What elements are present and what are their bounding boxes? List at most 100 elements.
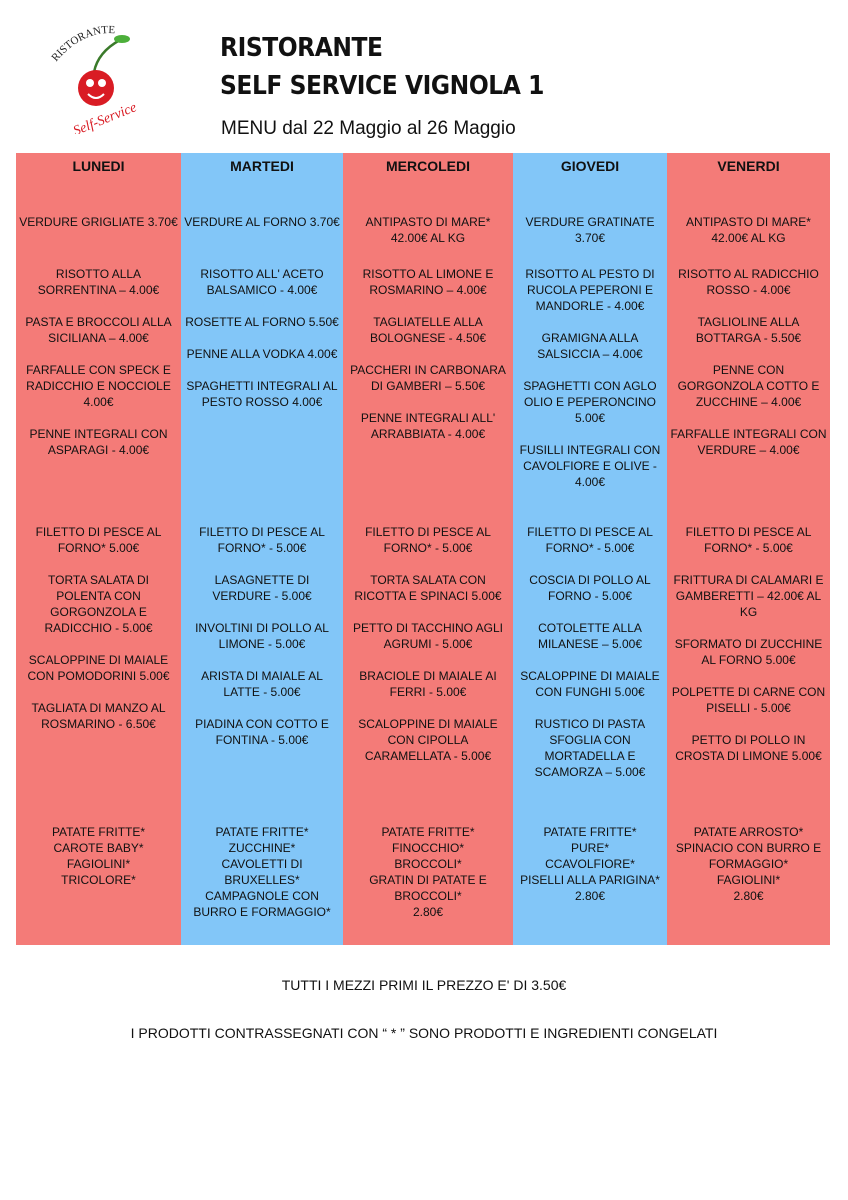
- table-row: [16, 188, 830, 210]
- table-cell: MARTEDI: [181, 153, 343, 188]
- dish: SCALOPPINE DI MAIALE CON CIPOLLA CARAMEL…: [358, 717, 498, 763]
- footer-note: TUTTI I MEZZI PRIMI IL PREZZO E' DI 3.50…: [281, 977, 567, 993]
- side-dish: FAGIOLINI*: [716, 873, 781, 887]
- footer-note: I PRODOTTI CONTRASSEGNATI CON “ * ” SONO…: [130, 1025, 718, 1041]
- side-dish: BROCCOLI*: [394, 857, 462, 871]
- dish: TAGLIATELLE ALLA BOLOGNESE - 4.50€: [369, 315, 487, 345]
- side-dish: CAROTE BABY*: [53, 841, 144, 855]
- table-cell: PATATE FRITTE* PURE* CCAVOLFIORE* PISELLI A…: [513, 820, 667, 945]
- logo-cherry: [78, 70, 114, 106]
- dish: ANTIPASTO DI MARE* 42.00€ AL KG: [365, 215, 491, 245]
- dish: VERDURE GRIGLIATE 3.70€: [19, 215, 178, 229]
- table-cell: [513, 188, 667, 210]
- dish: PACCHERI IN CARBONARA DI GAMBERI – 5.50€: [350, 363, 506, 393]
- dish: FARFALLE INTEGRALI CON VERDURE – 4.00€: [670, 427, 827, 457]
- table-cell: LUNEDI: [16, 153, 181, 188]
- table-cell: [181, 188, 343, 210]
- dish: ARISTA DI MAIALE AL LATTE - 5.00€: [201, 669, 323, 699]
- table-row: VERDURE GRIGLIATE 3.70€ VERDURE AL FORNO …: [16, 210, 830, 262]
- dish: FILETTO DI PESCE AL FORNO* - 5.00€: [685, 525, 812, 555]
- side-dish: FAGIOLINI*: [66, 857, 131, 871]
- dish: TAGLIATA DI MANZO AL ROSMARINO - 6.50€: [31, 701, 166, 731]
- table-row: RISOTTO ALLA SORRENTINA – 4.00€ PASTA E B…: [16, 262, 830, 520]
- logo: RISTORANTE Self-Service: [49, 24, 139, 134]
- side-dish: SPINACIO CON BURRO E FORMAGGIO*: [675, 841, 822, 871]
- dish: TORTA SALATA DI POLENTA CON GORGONZOLA E…: [44, 573, 153, 635]
- table-cell: RISOTTO AL LIMONE E ROSMARINO – 4.00€ TAG…: [343, 262, 513, 520]
- side-dish: PATATE FRITTE*: [381, 825, 475, 839]
- logo-eye: [86, 79, 94, 87]
- side-dish: PATATE FRITTE*: [215, 825, 309, 839]
- table-cell: [343, 188, 513, 210]
- table-cell: PATATE ARROSTO* SPINACIO CON BURRO E FORM…: [667, 820, 830, 945]
- side-dish: CCAVOLFIORE*: [545, 857, 635, 871]
- table-cell: FILETTO DI PESCE AL FORNO* - 5.00€ FRITTU…: [667, 520, 830, 820]
- table-cell: RISOTTO ALLA SORRENTINA – 4.00€ PASTA E B…: [16, 262, 181, 520]
- dish: SFORMATO DI ZUCCHINE AL FORNO 5.00€: [674, 637, 823, 667]
- dish: PENNE ALLA VODKA 4.00€: [186, 347, 338, 361]
- dish: RISOTTO ALLA SORRENTINA – 4.00€: [37, 267, 160, 297]
- dish: PETTO DI POLLO IN CROSTA DI LIMONE 5.00€: [675, 733, 822, 763]
- subtitle: MENU dal 22 Maggio al 26 Maggio: [221, 118, 516, 139]
- table-cell: RISOTTO ALL' ACETO BALSAMICO - 4.00€ ROSE…: [181, 262, 343, 520]
- table-cell: FILETTO DI PESCE AL FORNO* 5.00€ TORTA SA…: [16, 520, 181, 820]
- table-cell: RISOTTO AL PESTO DI RUCOLA PEPERONI E MA…: [513, 262, 667, 520]
- dish: SCALOPPINE DI MAIALE CON POMODORINI 5.00…: [27, 653, 170, 683]
- table-cell: GIOVEDI: [513, 153, 667, 188]
- side-dish: PATATE ARROSTO*: [693, 825, 804, 839]
- table-cell: [16, 188, 181, 210]
- table-cell: MERCOLEDI: [343, 153, 513, 188]
- table-row: FILETTO DI PESCE AL FORNO* 5.00€ TORTA SA…: [16, 520, 830, 820]
- dish: RISOTTO AL PESTO DI RUCOLA PEPERONI E MA…: [525, 267, 655, 313]
- table-row: LUNEDI MARTEDI MERCOLEDI GIOVEDI VENERDI: [16, 153, 830, 188]
- side-dish: 2.80€: [412, 905, 444, 919]
- table-cell: ANTIPASTO DI MARE* 42.00€ AL KG: [343, 210, 513, 262]
- dish: ROSETTE AL FORNO 5.50€: [185, 315, 339, 329]
- table-row: PATATE FRITTE* CAROTE BABY* FAGIOLINI* TRIC…: [16, 820, 830, 945]
- table-cell: PATATE FRITTE* FINOCCHIO* BROCCOLI* GRATIN …: [343, 820, 513, 945]
- dish: FARFALLE CON SPECK E RADICCHIO E NOCCIOL…: [26, 363, 171, 409]
- logo-bottom-text: Self-Service: [71, 100, 139, 134]
- dish: INVOLTINI DI POLLO AL LIMONE - 5.00€: [195, 621, 329, 651]
- table-cell: FILETTO DI PESCE AL FORNO* - 5.00€ COSCIA…: [513, 520, 667, 820]
- dish: PENNE CON GORGONZOLA COTTO E ZUCCHINE – …: [677, 363, 820, 409]
- dish: POLPETTE DI CARNE CON PISELLI - 5.00€: [671, 685, 826, 715]
- side-dish: ZUCCHINE*: [228, 841, 296, 855]
- dish: RISOTTO ALL' ACETO BALSAMICO - 4.00€: [200, 267, 324, 297]
- table-cell: VERDURE AL FORNO 3.70€: [181, 210, 343, 262]
- dish: PETTO DI TACCHINO AGLI AGRUMI - 5.00€: [352, 621, 504, 651]
- dish: PASTA E BROCCOLI ALLA SICILIANA – 4.00€: [25, 315, 172, 345]
- side-dish: CAVOLETTI DI BRUXELLES*: [221, 857, 303, 887]
- table-cell: [667, 188, 830, 210]
- title-line: RISTORANTE: [220, 33, 383, 63]
- menu-table: LUNEDI MARTEDI MERCOLEDI GIOVEDI VENERDI VERD…: [16, 153, 830, 945]
- logo-stem: [92, 38, 121, 73]
- logo-leaf: [114, 35, 130, 43]
- dish: BRACIOLE DI MAIALE AI FERRI - 5.00€: [359, 669, 497, 699]
- logo-smile: [87, 93, 105, 99]
- side-dish: PATATE FRITTE*: [51, 825, 146, 839]
- dish: PENNE INTEGRALI CON ASPARAGI - 4.00€: [29, 427, 168, 457]
- table-cell: FILETTO DI PESCE AL FORNO* - 5.00€ LASAGN…: [181, 520, 343, 820]
- dish: COTOLETTE ALLA MILANESE – 5.00€: [537, 621, 643, 651]
- dish: SPAGHETTI INTEGRALI AL PESTO ROSSO 4.00€: [186, 379, 338, 409]
- side-dish: FINOCCHIO*: [392, 841, 464, 855]
- table-cell: PATATE FRITTE* CAROTE BABY* FAGIOLINI* TRIC…: [16, 820, 181, 945]
- dish: COSCIA DI POLLO AL FORNO - 5.00€: [529, 573, 651, 603]
- dish: FILETTO DI PESCE AL FORNO* - 5.00€: [365, 525, 491, 555]
- side-dish: 2.80€: [733, 889, 764, 903]
- dish: FUSILLI INTEGRALI CON CAVOLFIORE E OLIVE…: [519, 443, 661, 489]
- side-dish: TRICOLORE*: [61, 873, 136, 887]
- dish: FRITTURA DI CALAMARI E GAMBERETTI – 42.0…: [673, 573, 824, 619]
- title-line: SELF SERVICE VIGNOLA 1: [220, 71, 544, 101]
- side-dish: CAMPAGNOLE CON BURRO E FORMAGGIO*: [193, 889, 331, 919]
- table-cell: VENERDI: [667, 153, 830, 188]
- table-cell: PATATE FRITTE* ZUCCHINE* CAVOLETTI DI BRUX…: [181, 820, 343, 945]
- side-dish: GRATIN DI PATATE E BROCCOLI*: [369, 873, 487, 903]
- table-cell: VERDURE GRIGLIATE 3.70€: [16, 210, 181, 262]
- logo-top-textpath: RISTORANTE: [49, 24, 115, 64]
- dish: FILETTO DI PESCE AL FORNO* - 5.00€: [199, 525, 325, 555]
- table-cell: RISOTTO AL RADICCHIO ROSSO - 4.00€ TAGLIO…: [667, 262, 830, 520]
- side-dish: PURE*: [570, 841, 609, 855]
